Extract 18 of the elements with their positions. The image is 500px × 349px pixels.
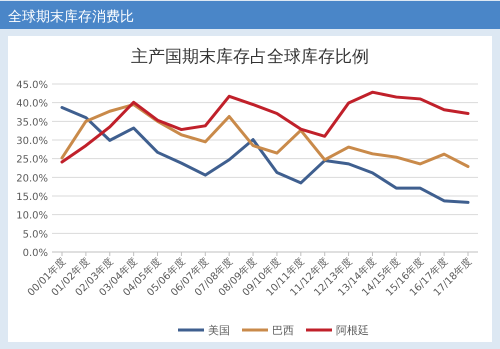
line-series — [60, 90, 470, 164]
y-tick-label: 5.0% — [22, 229, 48, 240]
y-tick-label: 10.0% — [16, 210, 48, 222]
y-tick-label: 30.0% — [16, 136, 48, 147]
y-tick-label: 20.0% — [16, 173, 48, 184]
y-tick-label: 40.0% — [16, 98, 48, 110]
legend-label: 美国 — [208, 324, 230, 337]
y-tick-label: 45.0% — [16, 80, 48, 91]
chart-subtitle: 主产国期末库存占全球库存比例 — [131, 47, 369, 67]
y-tick-label: 0.0% — [22, 248, 48, 259]
chart-title: 全球期末库存消费比 — [8, 9, 134, 25]
y-tick-label: 35.0% — [16, 117, 48, 128]
y-tick-label: 25.0% — [16, 154, 48, 166]
y-tick-label: 15.0% — [16, 192, 48, 203]
legend-label: 阿根廷 — [336, 324, 369, 337]
line-series — [60, 103, 470, 168]
legend-label: 巴西 — [272, 324, 294, 337]
line-series — [60, 106, 470, 204]
